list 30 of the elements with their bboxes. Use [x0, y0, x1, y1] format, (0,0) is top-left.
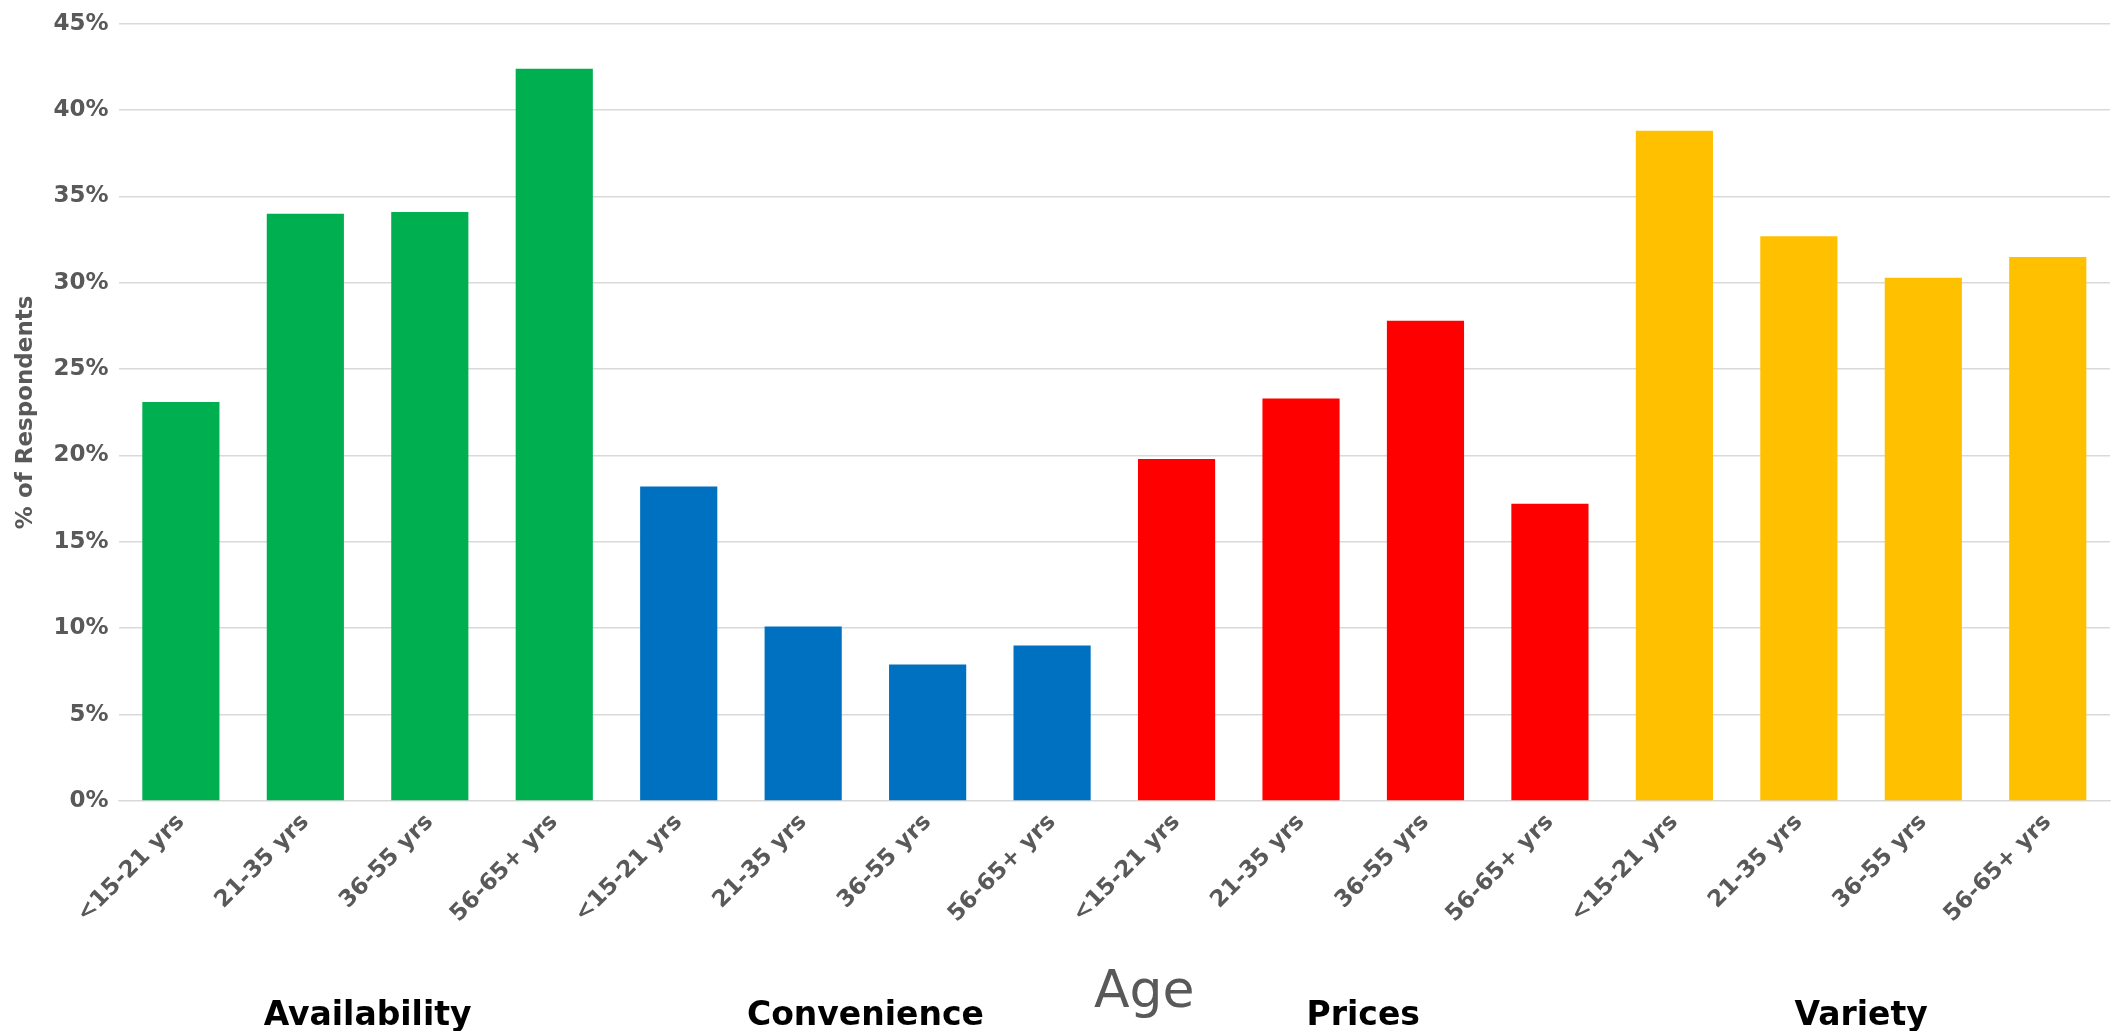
y-tick-label: 20%	[53, 440, 109, 467]
y-axis-title: % of Respondents	[10, 295, 37, 530]
y-tick-label: 15%	[53, 526, 109, 553]
y-tick-label: 25%	[53, 354, 109, 381]
bar	[1013, 645, 1091, 801]
y-tick-label: 5%	[69, 699, 109, 726]
bar	[889, 664, 967, 801]
bar	[1760, 236, 1838, 801]
bar	[2009, 256, 2087, 801]
y-tick-label: 10%	[53, 613, 109, 640]
bar	[640, 486, 718, 801]
bar	[1137, 458, 1216, 801]
bar	[764, 626, 842, 801]
bar	[391, 212, 469, 801]
text: Prices	[1306, 994, 1420, 1031]
x-axis-title: Age	[1094, 959, 1195, 1019]
y-tick-label: 35%	[53, 181, 109, 208]
bar	[1511, 503, 1589, 801]
bar	[515, 68, 593, 801]
bar	[1386, 320, 1465, 801]
bar	[1884, 277, 1962, 801]
bar	[1262, 398, 1340, 801]
y-tick-label: 45%	[53, 8, 109, 35]
bar	[1635, 130, 1713, 801]
y-tick-label: 40%	[53, 95, 109, 122]
y-tick-label: 0%	[69, 785, 109, 812]
bar	[266, 213, 344, 801]
y-tick-label: 30%	[53, 267, 109, 294]
text: Convenience	[746, 994, 984, 1031]
bar	[142, 401, 220, 801]
